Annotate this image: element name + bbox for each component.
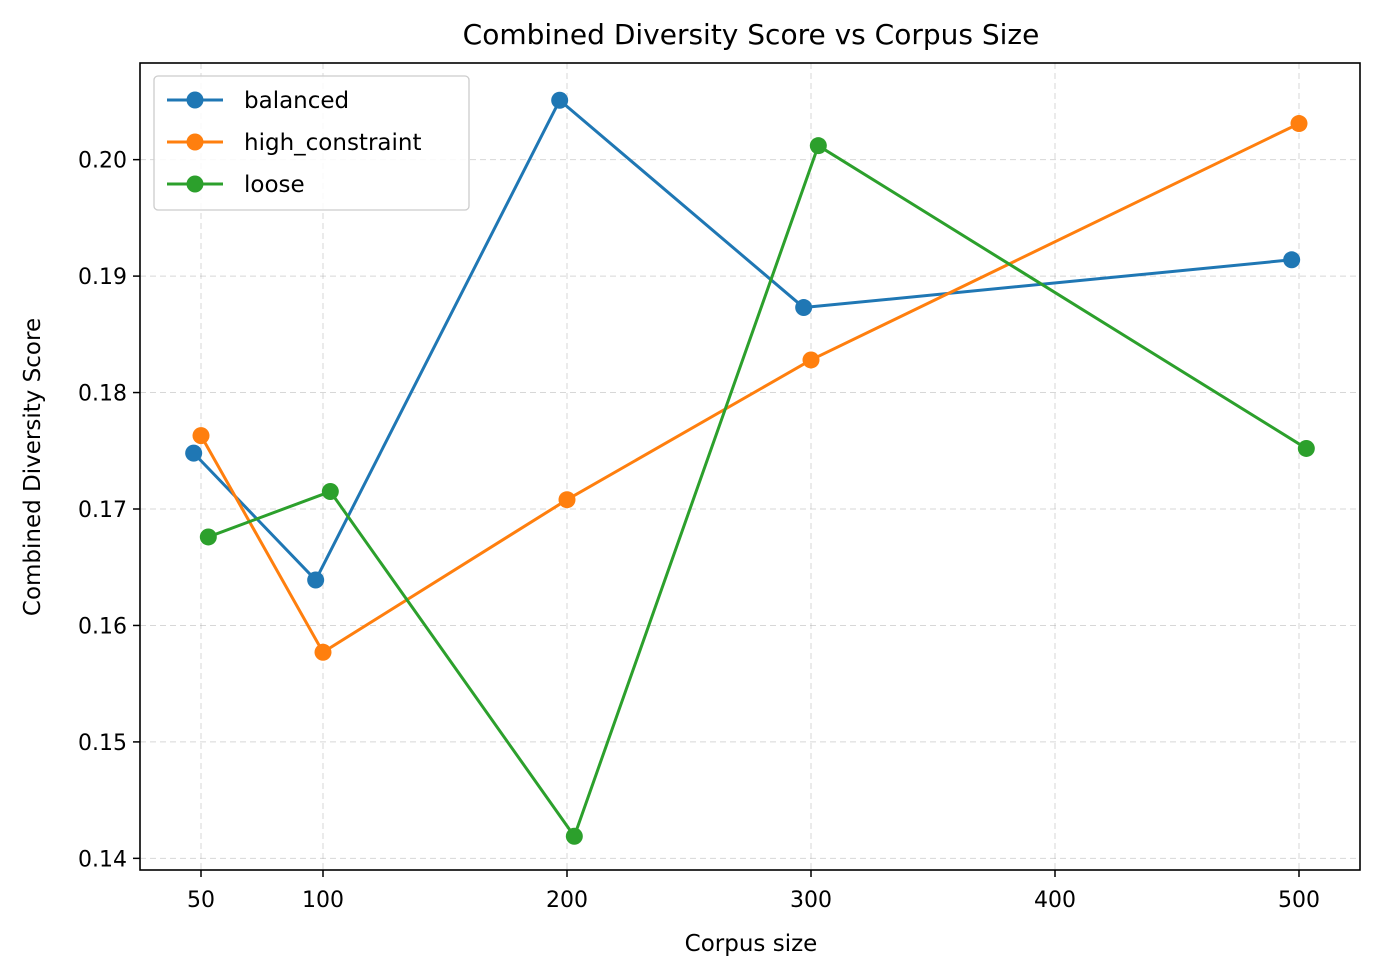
plot-frame xyxy=(139,62,1361,871)
chart-title: Combined Diversity Score vs Corpus Size xyxy=(463,18,1040,51)
series-high-constraint xyxy=(192,115,1308,661)
y-tick-label: 0.19 xyxy=(78,265,127,290)
y-axis-label: Combined Diversity Score xyxy=(20,318,46,616)
data-point xyxy=(558,491,576,509)
legend-entry: loose xyxy=(167,172,305,198)
y-tick-label: 0.16 xyxy=(78,614,127,639)
data-point xyxy=(314,643,332,661)
data-point xyxy=(565,827,583,845)
x-axis-ticks: 50 100 200 300 400 500 xyxy=(187,870,1320,913)
data-point xyxy=(321,483,339,501)
x-tick-label: 500 xyxy=(1278,888,1320,913)
data-point xyxy=(192,427,210,445)
data-point xyxy=(795,299,813,317)
data-point xyxy=(551,91,569,109)
series-line xyxy=(207,144,1308,838)
data-point xyxy=(809,137,827,155)
data-point xyxy=(185,444,203,462)
x-tick-label: 300 xyxy=(790,888,832,913)
y-axis-ticks: 0.14 0.15 0.16 0.17 0.18 0.19 0.20 xyxy=(78,149,140,872)
x-tick-label: 100 xyxy=(302,888,344,913)
legend-entry: high_constraint xyxy=(167,130,421,156)
legend-box xyxy=(153,75,470,211)
y-tick-label: 0.18 xyxy=(78,382,127,407)
y-tick-label: 0.17 xyxy=(78,498,127,523)
series-balanced xyxy=(185,91,1301,589)
legend-label: loose xyxy=(244,172,305,198)
data-point xyxy=(199,528,217,546)
y-tick-label: 0.15 xyxy=(78,731,127,756)
legend-entry: balanced xyxy=(167,88,349,114)
legend-marker xyxy=(186,133,204,151)
data-point xyxy=(307,571,325,589)
legend-label: high_constraint xyxy=(244,130,421,156)
x-tick-label: 400 xyxy=(1034,888,1076,913)
y-tick-label: 0.14 xyxy=(78,847,127,872)
x-axis-label: Corpus size xyxy=(685,931,818,957)
legend-marker xyxy=(186,175,204,193)
y-tick-label: 0.20 xyxy=(78,149,127,174)
legend-marker xyxy=(186,91,204,109)
data-point xyxy=(1283,251,1301,269)
data-point xyxy=(802,351,820,369)
x-tick-label: 200 xyxy=(546,888,588,913)
data-point xyxy=(1297,439,1315,457)
x-tick-label: 50 xyxy=(187,888,215,913)
series-layer xyxy=(185,91,1315,845)
legend-label: balanced xyxy=(244,88,349,114)
series-loose xyxy=(199,137,1315,845)
data-point xyxy=(1290,115,1308,133)
